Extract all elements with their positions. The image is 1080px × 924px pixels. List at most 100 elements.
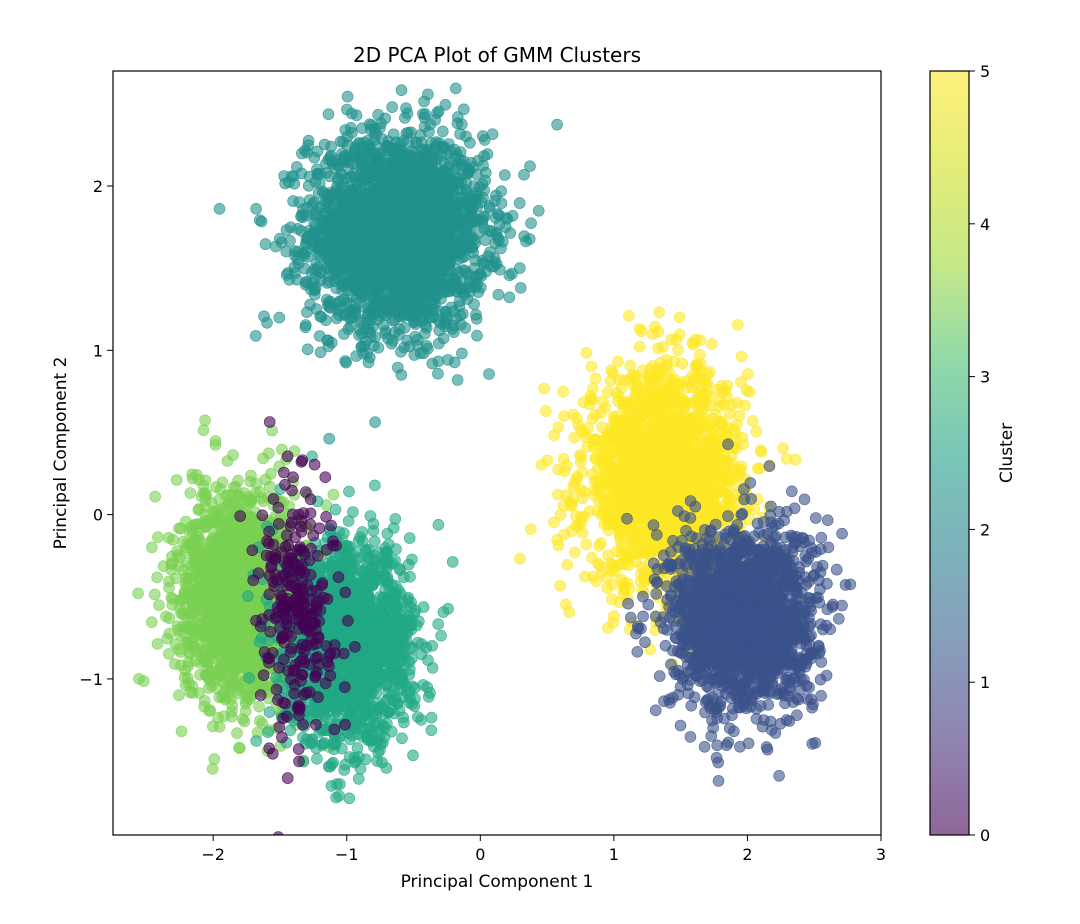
scatter-point bbox=[614, 444, 627, 457]
scatter-point bbox=[456, 347, 468, 360]
scatter-point bbox=[423, 169, 436, 181]
scatter-point bbox=[338, 180, 351, 193]
scatter-point bbox=[472, 154, 484, 167]
scatter-point bbox=[739, 399, 751, 412]
scatter-point bbox=[418, 278, 431, 291]
scatter-point bbox=[363, 351, 376, 364]
scatter-point bbox=[341, 90, 354, 103]
scatter-point bbox=[506, 267, 518, 280]
scatter-point bbox=[451, 117, 464, 130]
scatter-point bbox=[663, 442, 676, 455]
scatter-point bbox=[308, 196, 321, 209]
scatter-point bbox=[322, 108, 335, 120]
scatter-point bbox=[368, 127, 381, 139]
scatter-point bbox=[424, 200, 437, 213]
scatter-point bbox=[437, 176, 450, 188]
scatter-point bbox=[608, 610, 620, 622]
scatter-point bbox=[624, 611, 637, 624]
scatter-point bbox=[302, 180, 315, 192]
scatter-point bbox=[443, 259, 456, 271]
scatter-point bbox=[341, 130, 354, 143]
scatter-point bbox=[365, 305, 377, 317]
scatter-point bbox=[318, 138, 331, 151]
scatter-point bbox=[631, 645, 644, 658]
scatter-point bbox=[301, 306, 313, 319]
scatter-point bbox=[486, 128, 499, 140]
scatter-point bbox=[479, 166, 492, 179]
scatter-point bbox=[329, 246, 342, 258]
scatter-point bbox=[574, 449, 586, 461]
scatter-point bbox=[483, 368, 495, 380]
chart-title: 2D PCA Plot of GMM Clusters bbox=[353, 43, 641, 67]
scatter-point bbox=[587, 382, 599, 395]
scatter-point bbox=[323, 432, 336, 445]
scatter-point bbox=[407, 225, 420, 237]
scatter-point bbox=[612, 497, 625, 510]
scatter-point bbox=[751, 462, 764, 475]
scatter-point bbox=[552, 488, 564, 501]
scatter-point bbox=[309, 272, 321, 285]
scatter-point bbox=[463, 275, 476, 287]
scatter-point bbox=[356, 248, 368, 261]
scatter-point bbox=[629, 430, 641, 442]
scatter-point bbox=[314, 346, 327, 359]
scatter-point bbox=[325, 336, 338, 349]
scatter-point bbox=[651, 414, 663, 427]
scatter-point bbox=[344, 312, 357, 324]
scatter-point bbox=[367, 292, 380, 304]
scatter-point bbox=[639, 636, 651, 649]
scatter-point bbox=[412, 183, 424, 195]
scatter-point bbox=[377, 275, 390, 288]
scatter-point bbox=[471, 329, 483, 342]
scatter-point bbox=[470, 312, 483, 325]
scatter-point bbox=[563, 606, 576, 618]
scatter-point bbox=[713, 400, 726, 413]
scatter-point bbox=[596, 434, 609, 447]
scatter-point bbox=[340, 296, 353, 309]
scatter-point bbox=[589, 408, 602, 421]
scatter-point bbox=[337, 206, 350, 218]
scatter-point bbox=[611, 457, 623, 470]
scatter-point bbox=[386, 101, 399, 113]
scatter-point bbox=[532, 205, 545, 217]
scatter-point bbox=[475, 196, 488, 208]
scatter-point bbox=[296, 208, 308, 221]
scatter-point bbox=[596, 566, 608, 579]
scatter-point bbox=[390, 297, 403, 310]
scatter-point bbox=[643, 370, 656, 383]
scatter-point bbox=[395, 345, 407, 358]
scatter-point bbox=[621, 512, 633, 525]
scatter-point bbox=[689, 458, 702, 471]
scatter-point bbox=[441, 148, 454, 160]
scatter-point bbox=[473, 181, 486, 193]
scatter-point bbox=[652, 325, 665, 338]
scatter-point bbox=[315, 310, 328, 323]
scatter-point bbox=[339, 355, 352, 367]
scatter-point bbox=[629, 399, 642, 411]
scatter-point bbox=[608, 511, 621, 524]
scatter-point bbox=[602, 524, 615, 536]
scatter-point bbox=[292, 257, 305, 270]
scatter-point bbox=[384, 158, 397, 170]
scatter-point bbox=[514, 282, 527, 294]
scatter-point bbox=[366, 280, 378, 293]
scatter-point bbox=[673, 443, 685, 456]
scatter-point bbox=[488, 260, 500, 273]
scatter-point bbox=[328, 230, 341, 243]
scatter-point bbox=[369, 416, 381, 429]
scatter-point bbox=[607, 367, 619, 379]
scatter-point bbox=[368, 193, 380, 205]
scatter-point bbox=[338, 261, 351, 274]
scatter-point bbox=[461, 241, 474, 254]
scatter-point bbox=[585, 360, 598, 373]
scatter-point bbox=[750, 425, 763, 438]
scatter-point bbox=[413, 203, 425, 216]
scatter-point bbox=[399, 112, 411, 124]
scatter-point bbox=[540, 405, 552, 417]
scatter-point bbox=[554, 509, 567, 521]
scatter-point bbox=[589, 372, 602, 385]
scatter-point bbox=[568, 546, 581, 559]
scatter-point bbox=[447, 272, 460, 285]
scatter-point bbox=[495, 242, 507, 255]
scatter-point bbox=[338, 150, 351, 162]
